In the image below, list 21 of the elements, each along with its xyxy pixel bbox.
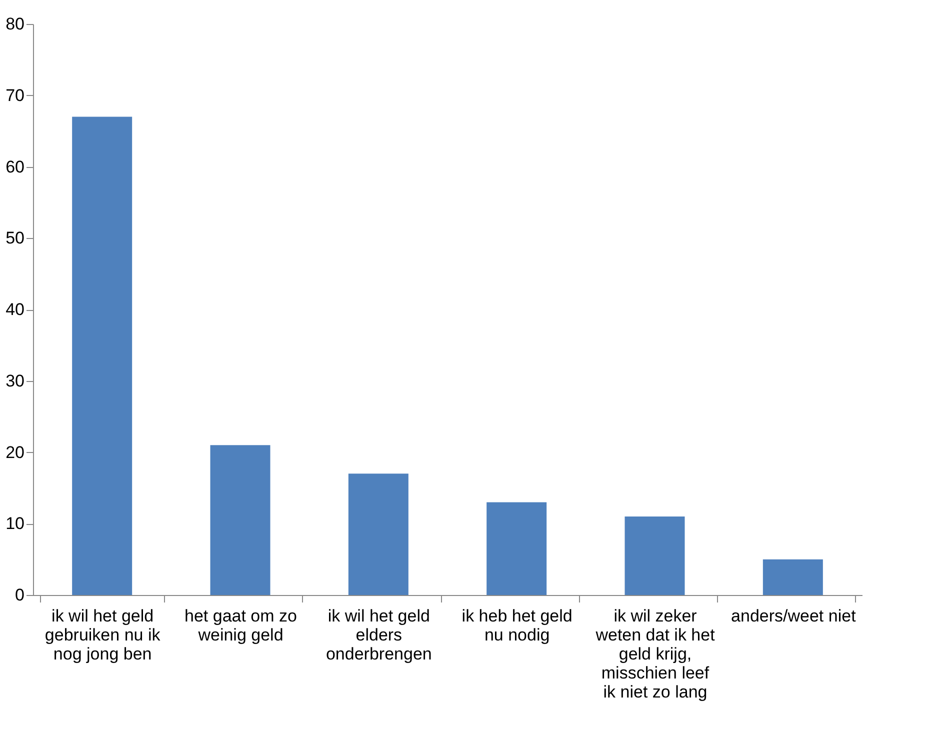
- x-tick-label: ik wil het geld elders onderbrengen: [326, 606, 432, 664]
- bar: [762, 559, 823, 595]
- x-tick-label: het gaat om zo weinig geld: [184, 606, 297, 644]
- y-tick-label: 80: [6, 14, 24, 34]
- x-tick-label: ik wil zeker weten dat ik het geld krijg, misschien leef ik niet zo lang: [594, 606, 716, 702]
- x-tick-label: ik wil het geld gebruiken nu ik nog jong ben: [44, 606, 161, 664]
- y-tick-label: 70: [6, 86, 24, 105]
- bar: [624, 516, 685, 595]
- y-tick-label: 30: [6, 371, 24, 390]
- x-tick-label: ik heb het geld nu nodig: [462, 606, 572, 644]
- y-tick-label: 60: [6, 157, 24, 176]
- bar: [210, 445, 270, 595]
- bar: [348, 474, 408, 595]
- y-tick-label: 0: [15, 586, 24, 604]
- bar: [486, 502, 547, 595]
- x-tick-label: anders/weet niet: [731, 606, 856, 626]
- y-tick-label: 20: [6, 442, 24, 462]
- y-tick-label: 10: [6, 514, 24, 534]
- bar: [72, 116, 132, 595]
- y-tick-label: 50: [6, 228, 24, 248]
- y-tick-label: 40: [6, 300, 24, 319]
